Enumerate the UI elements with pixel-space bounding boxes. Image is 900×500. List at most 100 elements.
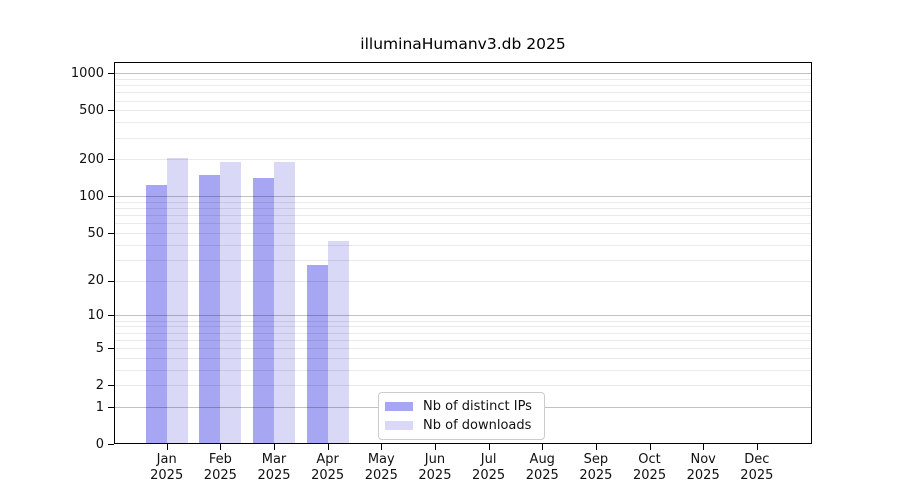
y-axis-tick (108, 385, 114, 386)
bar-distinct-ips-apr (306, 265, 328, 445)
x-label-year: 2025 (472, 467, 506, 483)
gridline (115, 110, 811, 111)
x-label-year: 2025 (633, 467, 667, 483)
bar-downloads-jan (166, 158, 188, 445)
gridline (115, 92, 811, 93)
x-label-month: Jun (424, 452, 446, 467)
x-axis-tick (435, 444, 436, 450)
chart-title: illuminaHumanv3.db 2025 (360, 35, 566, 53)
x-axis-tick (757, 444, 758, 450)
gridline (115, 260, 811, 261)
x-label-month: Sep (583, 452, 609, 467)
bar-downloads-mar (274, 162, 295, 445)
y-axis-label: 10 (87, 307, 104, 323)
x-axis-tick (542, 444, 543, 450)
x-label-year: 2025 (525, 467, 559, 483)
bar-distinct-ips-feb (199, 174, 221, 445)
gridline (115, 348, 811, 349)
x-axis-tick (381, 444, 382, 450)
x-axis-label-sep: Sep 2025 (569, 452, 623, 483)
x-label-year: 2025 (418, 467, 452, 483)
y-axis-label: 2 (95, 377, 104, 393)
x-axis-tick (328, 444, 329, 450)
y-axis-tick (108, 110, 114, 111)
x-label-year: 2025 (311, 467, 345, 483)
x-label-year: 2025 (257, 467, 291, 483)
x-axis-label-mar: Mar 2025 (247, 452, 301, 483)
gridline (115, 315, 811, 316)
x-label-month: Feb (208, 452, 232, 467)
bar-downloads-feb (220, 162, 242, 445)
y-axis-tick (108, 281, 114, 282)
x-axis-label-feb: Feb 2025 (193, 452, 247, 483)
gridline (115, 321, 811, 322)
y-axis-label: 20 (87, 273, 104, 289)
gridline (115, 79, 811, 80)
legend-label-downloads: Nb of downloads (423, 418, 532, 433)
x-axis-tick (274, 444, 275, 450)
x-axis-label-oct: Oct 2025 (623, 452, 677, 483)
x-axis-label-aug: Aug 2025 (515, 452, 569, 483)
x-label-month: Jan (156, 452, 177, 467)
y-axis-tick (108, 444, 114, 445)
x-axis-label-dec: Dec 2025 (730, 452, 784, 483)
x-label-month: Nov (690, 452, 716, 467)
y-axis-tick (108, 233, 114, 234)
gridline (115, 73, 811, 74)
x-axis-label-jul: Jul 2025 (462, 452, 516, 483)
x-label-year: 2025 (686, 467, 720, 483)
y-axis-tick (108, 73, 114, 74)
legend-swatch-distinct-ips-icon (385, 402, 413, 411)
x-label-month: Apr (316, 452, 339, 467)
y-axis-label: 0 (95, 436, 104, 452)
x-axis-tick (220, 444, 221, 450)
y-axis-tick (108, 196, 114, 197)
legend-item-distinct-ips: Nb of distinct IPs (385, 399, 532, 414)
y-axis-tick (108, 407, 114, 408)
x-label-year: 2025 (203, 467, 237, 483)
gridline (115, 196, 811, 197)
x-axis-tick (167, 444, 168, 450)
gridline (115, 85, 811, 86)
y-axis-tick (108, 159, 114, 160)
x-axis-label-jan: Jan 2025 (140, 452, 194, 483)
gridline (115, 333, 811, 334)
y-axis-tick (108, 348, 114, 349)
x-label-month: Dec (744, 452, 770, 467)
y-axis-label: 1 (95, 399, 104, 415)
x-label-month: May (367, 452, 395, 467)
gridline (115, 233, 811, 234)
gridline (115, 370, 811, 371)
gridline (115, 245, 811, 246)
gridline (115, 208, 811, 209)
legend-label-distinct-ips: Nb of distinct IPs (423, 399, 532, 414)
x-axis-label-jun: Jun 2025 (408, 452, 462, 483)
bar-downloads-apr (327, 241, 349, 445)
y-axis-tick (108, 315, 114, 316)
legend-swatch-downloads-icon (385, 421, 413, 430)
x-label-year: 2025 (579, 467, 613, 483)
gridline (115, 202, 811, 203)
x-axis-tick (703, 444, 704, 450)
y-axis-label: 50 (87, 225, 104, 241)
x-axis-label-nov: Nov 2025 (676, 452, 730, 483)
gridline (115, 281, 811, 282)
y-axis-label: 5 (95, 340, 104, 356)
x-axis-tick (650, 444, 651, 450)
x-axis-tick (596, 444, 597, 450)
y-axis-label: 100 (79, 188, 104, 204)
x-axis-label-may: May 2025 (354, 452, 408, 483)
y-axis-label: 200 (79, 151, 104, 167)
gridline (115, 138, 811, 139)
gridline (115, 159, 811, 160)
y-axis-label: 500 (79, 102, 104, 118)
gridline (115, 385, 811, 386)
legend: Nb of distinct IPs Nb of downloads (378, 392, 545, 440)
y-axis-label: 1000 (70, 65, 104, 81)
gridline (115, 122, 811, 123)
x-label-month: Mar (261, 452, 287, 467)
x-label-year: 2025 (364, 467, 398, 483)
x-label-month: Aug (529, 452, 555, 467)
